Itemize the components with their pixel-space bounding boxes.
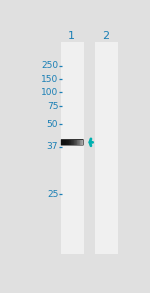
Bar xyxy=(78,140,79,145)
Bar xyxy=(61,140,62,145)
Bar xyxy=(68,140,69,145)
Bar xyxy=(73,140,74,145)
Bar xyxy=(95,42,118,254)
Bar xyxy=(72,140,73,145)
Text: 37: 37 xyxy=(47,142,58,151)
Bar xyxy=(65,140,66,145)
Bar xyxy=(76,140,77,145)
FancyBboxPatch shape xyxy=(61,139,84,146)
Bar xyxy=(80,140,81,145)
Bar xyxy=(81,140,82,145)
Bar xyxy=(77,140,78,145)
Text: 2: 2 xyxy=(102,31,109,41)
Bar xyxy=(71,140,72,145)
Text: 150: 150 xyxy=(41,75,58,84)
Bar xyxy=(62,140,63,145)
Bar xyxy=(75,140,76,145)
Bar xyxy=(66,140,67,145)
Text: 75: 75 xyxy=(47,102,58,111)
Bar xyxy=(74,140,75,145)
Bar xyxy=(79,140,80,145)
Bar xyxy=(61,42,84,254)
Bar xyxy=(63,140,64,145)
Text: 100: 100 xyxy=(41,88,58,96)
Text: 1: 1 xyxy=(68,31,75,41)
Bar xyxy=(82,140,83,145)
Bar xyxy=(64,140,65,145)
Text: 250: 250 xyxy=(41,61,58,70)
Text: 25: 25 xyxy=(47,190,58,199)
Text: 50: 50 xyxy=(47,120,58,129)
Bar xyxy=(70,140,71,145)
Bar xyxy=(69,140,70,145)
Bar xyxy=(67,140,68,145)
